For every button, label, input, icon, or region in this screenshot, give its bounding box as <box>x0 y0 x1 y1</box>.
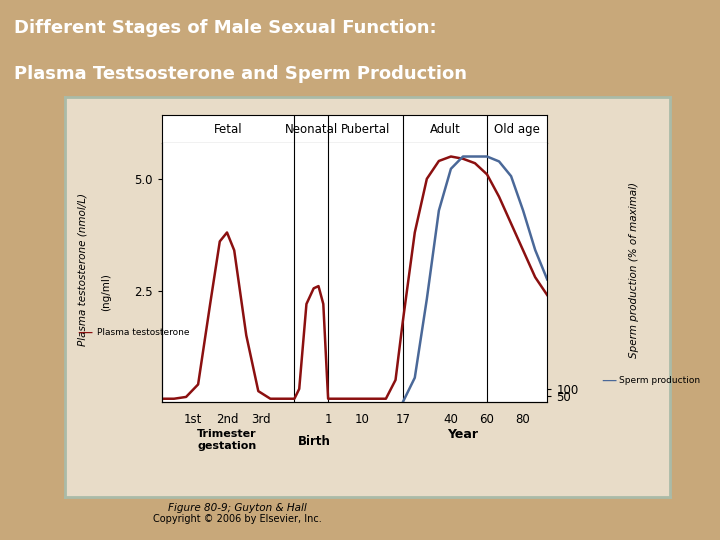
Text: 60: 60 <box>480 413 495 426</box>
Text: Plasma testosterone (nmol/L): Plasma testosterone (nmol/L) <box>78 193 88 347</box>
Text: 2nd: 2nd <box>216 413 238 426</box>
Text: 40: 40 <box>444 413 459 426</box>
Text: —: — <box>77 325 93 340</box>
Text: Figure 80-9; Guyton & Hall: Figure 80-9; Guyton & Hall <box>168 503 307 512</box>
Text: Copyright © 2006 by Elsevier, Inc.: Copyright © 2006 by Elsevier, Inc. <box>153 515 322 524</box>
Text: 3rd: 3rd <box>251 413 271 426</box>
Text: 17: 17 <box>395 413 410 426</box>
Text: Year: Year <box>447 428 478 441</box>
Text: Different Stages of Male Sexual Function:: Different Stages of Male Sexual Function… <box>14 19 436 37</box>
Text: Fetal: Fetal <box>214 123 243 136</box>
Text: Plasma testosterone: Plasma testosterone <box>97 328 189 336</box>
Text: Pubertal: Pubertal <box>341 123 390 136</box>
Text: Old age: Old age <box>494 123 540 136</box>
Text: 1: 1 <box>325 413 332 426</box>
Text: Adult: Adult <box>429 123 460 136</box>
Text: Plasma Testsosterone and Sperm Production: Plasma Testsosterone and Sperm Productio… <box>14 65 467 83</box>
Text: Sperm production: Sperm production <box>619 376 701 385</box>
Text: (ng/ml): (ng/ml) <box>102 273 112 310</box>
Text: Neonatal: Neonatal <box>284 123 338 136</box>
Text: 10: 10 <box>354 413 369 426</box>
Text: Birth: Birth <box>298 435 331 448</box>
Text: —: — <box>600 373 616 388</box>
Text: 1st: 1st <box>184 413 202 426</box>
Text: Trimester
gestation: Trimester gestation <box>197 429 257 451</box>
Text: 80: 80 <box>516 413 531 426</box>
Text: Sperm production (% of maximal): Sperm production (% of maximal) <box>629 182 639 358</box>
